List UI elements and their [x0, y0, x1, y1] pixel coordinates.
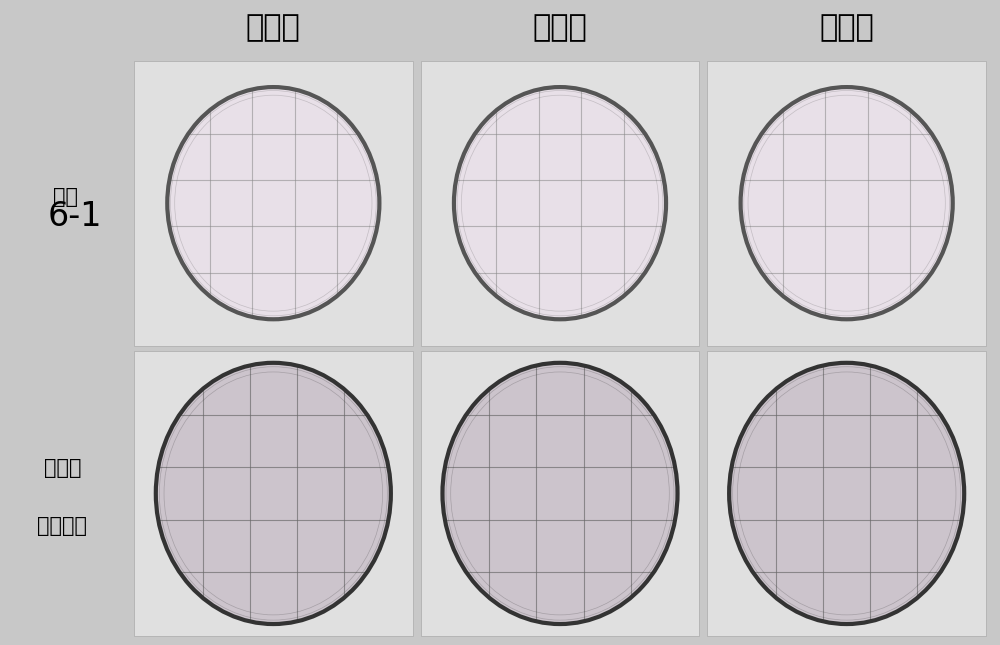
Bar [421, 351, 699, 636]
Bar [707, 61, 986, 346]
Text: （对照）: （对照） [37, 515, 87, 536]
Bar [707, 351, 986, 636]
Text: 第一次: 第一次 [246, 14, 301, 43]
Text: 第三次: 第三次 [819, 14, 874, 43]
Text: 样品: 样品 [52, 186, 78, 207]
Ellipse shape [729, 362, 964, 624]
Ellipse shape [454, 87, 666, 319]
Text: 6-1: 6-1 [48, 199, 102, 233]
Ellipse shape [741, 87, 953, 319]
Ellipse shape [167, 87, 379, 319]
Text: 无添加: 无添加 [44, 457, 81, 478]
Text: 第二次: 第二次 [533, 14, 587, 43]
Bar [134, 61, 413, 346]
Ellipse shape [442, 362, 678, 624]
Ellipse shape [156, 362, 391, 624]
Bar [134, 351, 413, 636]
Bar [421, 61, 699, 346]
